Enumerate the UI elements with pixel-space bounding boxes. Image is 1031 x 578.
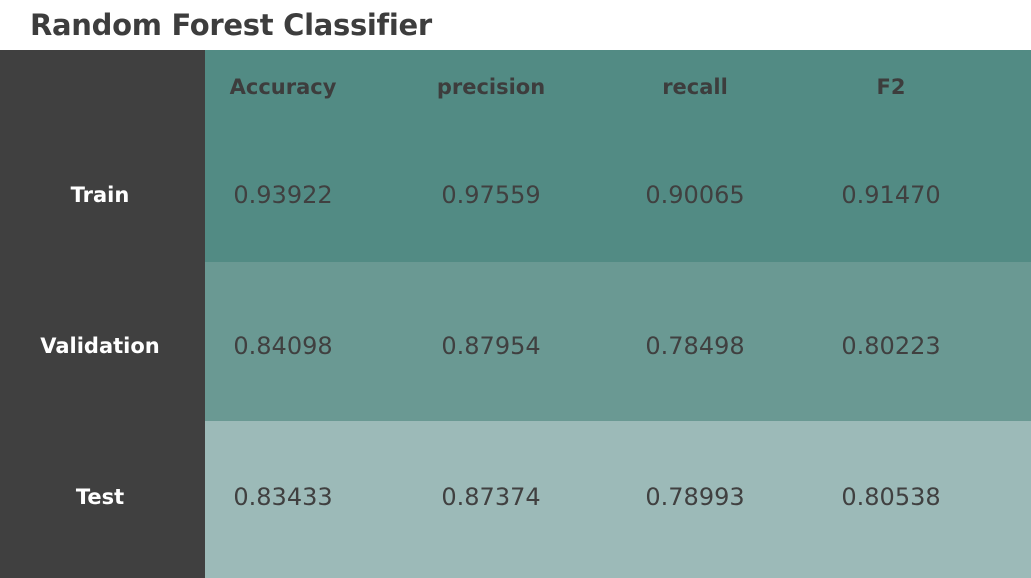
validation-accuracy-cell: 0.84098 [233,332,333,360]
validation-precision-cell: 0.87954 [441,332,541,360]
train-precision-cell: 0.97559 [441,181,541,209]
test-row-band: 0.83433 0.87374 0.78993 0.80538 [205,421,1031,578]
train-row-band: Accuracy precision recall F2 0.93922 0.9… [205,50,1031,262]
row-label-train: Train [70,183,130,207]
test-f2-cell: 0.80538 [841,483,941,511]
test-recall-cell: 0.78993 [645,483,745,511]
column-header-f2: F2 [876,75,906,99]
metrics-table: Train Validation Test Accuracy precision… [0,50,1031,578]
validation-f2-cell: 0.80223 [841,332,941,360]
train-accuracy-cell: 0.93922 [233,181,333,209]
validation-recall-cell: 0.78498 [645,332,745,360]
row-label-validation: Validation [40,334,160,358]
column-header-precision: precision [436,75,546,99]
test-precision-cell: 0.87374 [441,483,541,511]
train-recall-cell: 0.90065 [645,181,745,209]
column-header-accuracy: Accuracy [229,75,337,99]
train-f2-cell: 0.91470 [841,181,941,209]
validation-row-band: 0.84098 0.87954 0.78498 0.80223 [205,262,1031,421]
test-accuracy-cell: 0.83433 [233,483,333,511]
row-label-column: Train Validation Test [0,50,205,578]
page-title: Random Forest Classifier [30,8,432,42]
column-header-recall: recall [662,75,728,99]
row-label-test: Test [75,485,125,509]
